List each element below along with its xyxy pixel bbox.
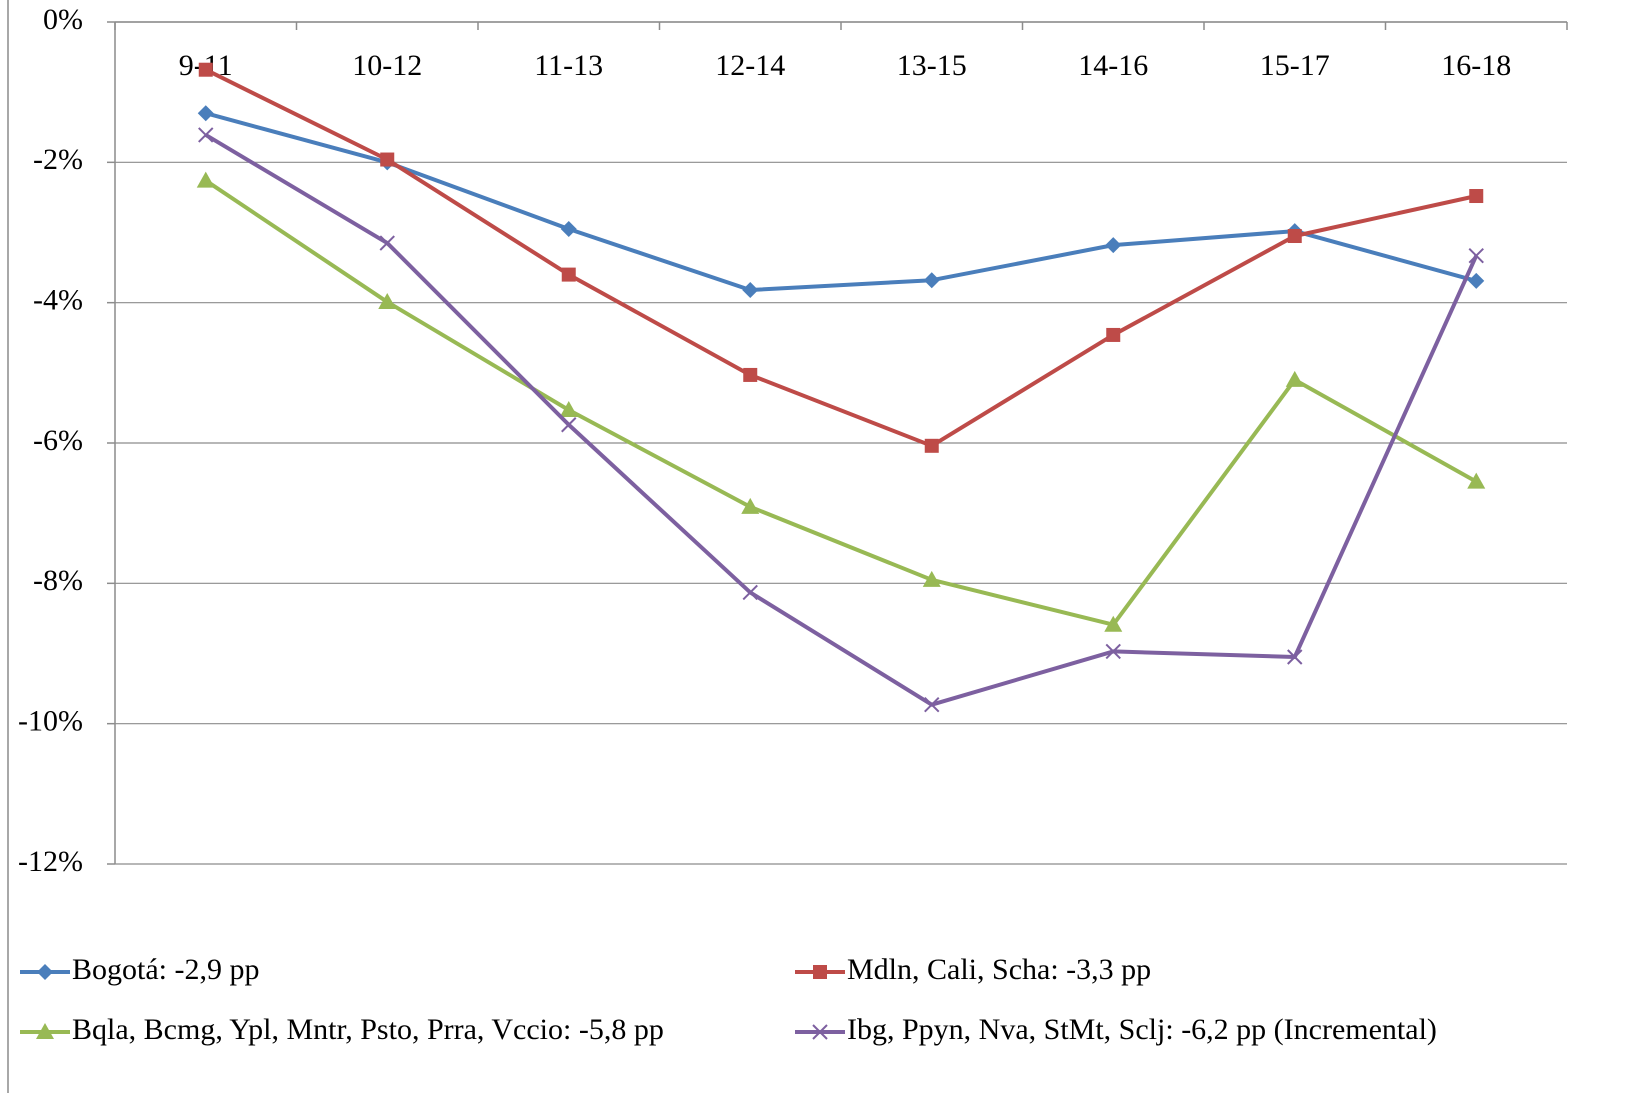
data-point <box>1105 643 1121 660</box>
x-tick-label: 14-16 <box>1078 49 1148 82</box>
data-point <box>743 367 758 382</box>
data-point <box>378 292 397 309</box>
series-line <box>204 133 1479 707</box>
series-line <box>204 67 1477 448</box>
data-point <box>197 105 214 122</box>
data-point <box>1106 327 1121 342</box>
data-point <box>741 497 760 514</box>
data-point <box>1468 247 1484 264</box>
data-point <box>922 570 941 587</box>
data-point <box>196 171 215 188</box>
data-point <box>742 584 758 601</box>
data-point <box>379 235 395 251</box>
x-tick-label: 15-17 <box>1260 49 1330 82</box>
y-tick-label: 0% <box>43 3 83 36</box>
data-point <box>924 438 939 453</box>
y-tick-label: -8% <box>33 564 83 597</box>
data-point <box>198 62 213 77</box>
series-line <box>205 111 1477 293</box>
data-point <box>1467 472 1486 489</box>
data-point <box>1287 229 1302 244</box>
y-tick-label: -12% <box>18 845 83 878</box>
data-point <box>561 417 577 433</box>
legend-label: Bqla, Bcmg, Ypl, Mntr, Psto, Prra, Vccio… <box>72 1013 664 1046</box>
data-point <box>561 267 576 282</box>
legend-marker <box>812 1024 828 1040</box>
chart-frame <box>7 0 9 1093</box>
x-tick-label: 11-13 <box>534 49 603 82</box>
legend-item: Mdln, Cali, Scha: -3,3 pp <box>795 953 1151 986</box>
y-tick-label: -10% <box>18 705 83 738</box>
data-point <box>923 272 940 289</box>
series-line <box>204 178 1478 627</box>
legend-marker <box>813 965 827 979</box>
legend-item: Bogotá: -2,9 pp <box>20 953 260 986</box>
data-point <box>1285 370 1304 387</box>
data-point <box>742 282 759 299</box>
x-tick-label: 10-12 <box>352 49 422 82</box>
data-point <box>1105 237 1122 254</box>
legend-label: Mdln, Cali, Scha: -3,3 pp <box>847 953 1151 986</box>
data-point <box>560 220 577 237</box>
data-point <box>1469 189 1484 204</box>
data-point <box>1287 649 1303 665</box>
legend-label: Bogotá: -2,9 pp <box>72 953 260 986</box>
legend-label: Ibg, Ppyn, Nva, StMt, Sclj: -6,2 pp (Inc… <box>847 1013 1437 1046</box>
data-point <box>1468 272 1485 289</box>
data-point <box>559 401 578 418</box>
legend-marker <box>36 1023 54 1039</box>
x-tick-label: 16-18 <box>1441 49 1511 82</box>
y-tick-label: -2% <box>33 143 83 176</box>
legend-item: Bqla, Bcmg, Ypl, Mntr, Psto, Prra, Vccio… <box>20 1013 664 1046</box>
y-tick-label: -4% <box>33 284 83 317</box>
y-tick-label: -6% <box>33 424 83 457</box>
data-point <box>924 697 940 713</box>
legend-item: Ibg, Ppyn, Nva, StMt, Sclj: -6,2 pp (Inc… <box>795 1013 1437 1046</box>
data-point <box>198 127 214 143</box>
data-point <box>1104 615 1123 632</box>
legend-marker <box>37 964 53 980</box>
x-tick-label: 13-15 <box>897 49 967 82</box>
data-point <box>380 152 395 167</box>
x-tick-label: 12-14 <box>715 49 785 82</box>
